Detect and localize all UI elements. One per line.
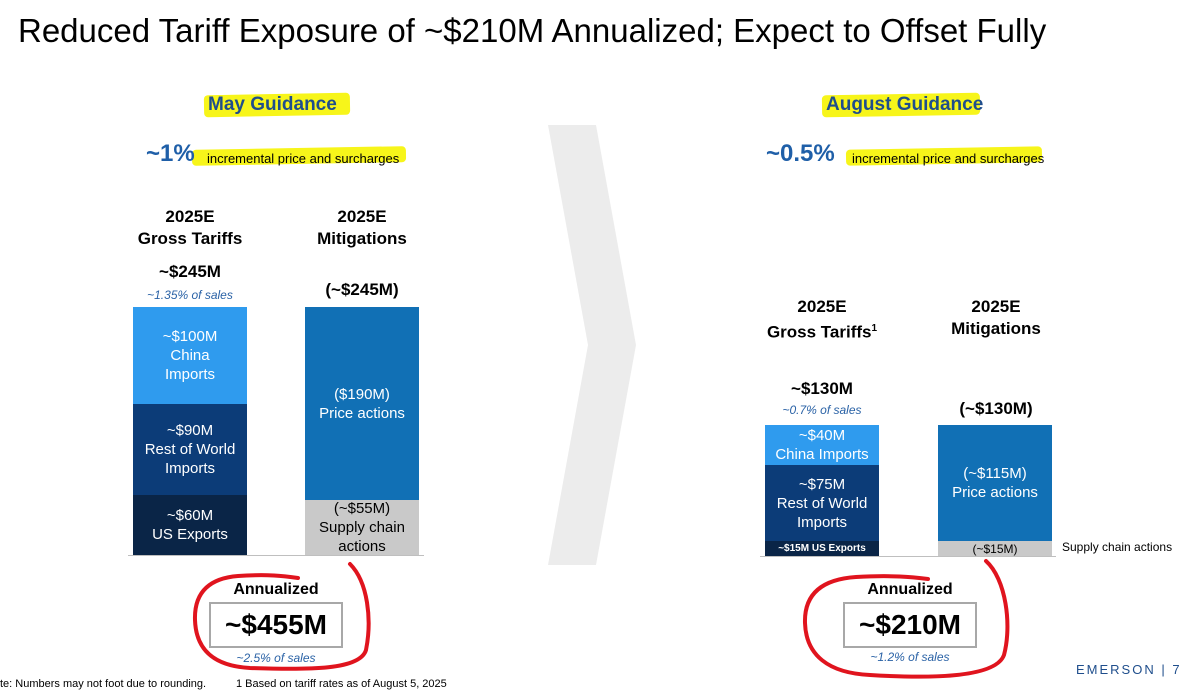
aug-price-actions-bar: (~$115M) Price actions <box>938 425 1052 541</box>
aug-pct-text: incremental price and surcharges <box>852 151 1045 166</box>
aug-red-circle-annotation <box>802 559 1010 679</box>
may-pct-value: ~1% <box>146 140 195 167</box>
may-china-imports-bar: ~$100M China Imports <box>133 307 247 404</box>
may-gross-total: ~$245M <box>159 262 221 281</box>
aug-mitigations-header: 2025E Mitigations <box>951 297 1041 338</box>
tariff-footnote: 1 Based on tariff rates as of August 5, … <box>236 678 447 690</box>
chevron-arrow-icon <box>548 125 636 565</box>
aug-gross-subtitle: ~0.7% of sales <box>782 403 862 417</box>
may-gross-header: 2025E Gross Tariffs <box>137 207 243 248</box>
page-number: 7 <box>1172 662 1182 677</box>
aug-annualized-label: Annualized <box>867 581 953 598</box>
may-mitigations-header: 2025E Mitigations <box>317 207 407 248</box>
may-red-circle-annotation <box>192 562 371 671</box>
aug-mitigations-total: (~$130M) <box>959 399 1033 418</box>
may-baseline <box>128 555 424 556</box>
footnote-mark: 1 <box>871 323 878 334</box>
may-mitigations-total: (~$245M) <box>325 280 399 299</box>
aug-us-exports-bar: ~$15M US Exports <box>765 541 879 556</box>
may-annualized-value: ~$455M <box>225 609 327 640</box>
aug-china-imports-bar: ~$40M China Imports <box>765 425 879 465</box>
may-annualized-box: ~$455M <box>209 602 343 648</box>
aug-guidance-heading: August Guidance <box>826 94 984 115</box>
aug-supply-chain-bar: (~$15M) <box>938 541 1052 556</box>
rounding-note: te: Numbers may not foot due to rounding… <box>0 678 207 690</box>
may-annualized-sub: ~2.5% of sales <box>236 651 316 665</box>
aug-annualized-sub: ~1.2% of sales <box>870 650 950 664</box>
may-us-exports-bar: ~$60M US Exports <box>133 495 247 555</box>
aug-baseline <box>760 556 1056 557</box>
emerson-logo: EMERSON | 7 <box>1076 662 1182 677</box>
aug-gross-total: ~$130M <box>791 379 853 398</box>
aug-pct-value: ~0.5% <box>766 140 835 167</box>
aug-supply-chain-label: Supply chain actions <box>1062 540 1173 554</box>
slide-title: Reduced Tariff Exposure of ~$210M Annual… <box>18 12 1047 49</box>
may-rest-of-world-bar: ~$90M Rest of World Imports <box>133 404 247 495</box>
aug-rest-of-world-bar: ~$75M Rest of World Imports <box>765 465 879 541</box>
may-supply-chain-bar: (~$55M) Supply chain actions <box>305 500 419 555</box>
aug-annualized-value: ~$210M <box>859 609 961 640</box>
aug-gross-header: 2025E Gross Tariffs1 <box>766 297 878 342</box>
may-pct-text: incremental price and surcharges <box>207 151 400 166</box>
may-guidance-heading: May Guidance <box>208 94 337 115</box>
aug-annualized-box: ~$210M <box>843 602 977 648</box>
may-annualized-label: Annualized <box>233 581 319 598</box>
may-price-actions-bar: ($190M) Price actions <box>305 307 419 500</box>
may-gross-subtitle: ~1.35% of sales <box>147 288 233 302</box>
